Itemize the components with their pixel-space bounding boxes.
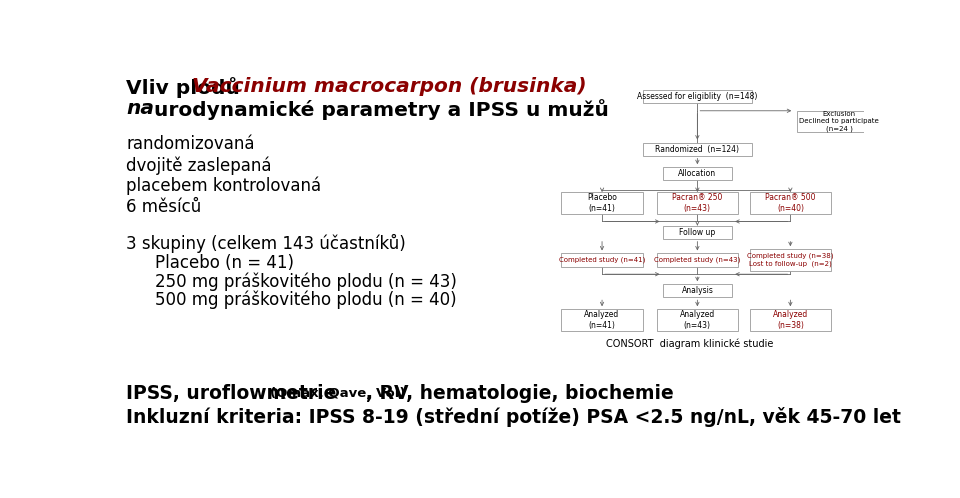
FancyBboxPatch shape: [750, 249, 831, 271]
FancyBboxPatch shape: [797, 111, 882, 132]
Text: Placebo (n = 41): Placebo (n = 41): [155, 254, 294, 272]
Text: Assessed for eligiblity  (n=148): Assessed for eligiblity (n=148): [637, 92, 757, 101]
Text: Completed study (n=38)
Lost to follow-up  (n=2): Completed study (n=38) Lost to follow-up…: [747, 253, 833, 267]
Text: Vliv plodů: Vliv plodů: [126, 78, 247, 99]
FancyBboxPatch shape: [643, 142, 752, 156]
FancyBboxPatch shape: [662, 167, 732, 180]
FancyBboxPatch shape: [750, 192, 831, 214]
Text: 500 mg práškovitého plodu (n = 40): 500 mg práškovitého plodu (n = 40): [155, 291, 457, 309]
FancyBboxPatch shape: [562, 253, 643, 266]
FancyBboxPatch shape: [662, 284, 732, 297]
Text: 6 měsíců: 6 měsíců: [126, 198, 202, 216]
Text: Completed study (n=43): Completed study (n=43): [654, 256, 740, 263]
FancyBboxPatch shape: [657, 309, 738, 331]
Text: Placebo
(n=41): Placebo (n=41): [588, 193, 617, 213]
FancyBboxPatch shape: [562, 192, 643, 214]
FancyBboxPatch shape: [750, 309, 831, 331]
Text: Analysis: Analysis: [682, 286, 713, 295]
Text: Pacran® 500
(n=40): Pacran® 500 (n=40): [765, 193, 816, 213]
Text: Exclusion
Declined to participate
(n=24 ): Exclusion Declined to participate (n=24 …: [800, 111, 879, 131]
Text: na: na: [126, 99, 155, 118]
Text: Analyzed
(n=43): Analyzed (n=43): [680, 310, 715, 330]
Text: Analyzed
(n=38): Analyzed (n=38): [773, 310, 808, 330]
FancyBboxPatch shape: [562, 309, 643, 331]
Text: Follow up: Follow up: [680, 228, 715, 237]
Text: Pacran® 250
(n=43): Pacran® 250 (n=43): [672, 193, 723, 213]
Text: 3 skupiny (celkem 143 účastníků): 3 skupiny (celkem 143 účastníků): [126, 234, 406, 253]
Text: (Qmax, Qave, Vol): (Qmax, Qave, Vol): [270, 387, 405, 400]
Text: 250 mg práškovitého plodu (n = 43): 250 mg práškovitého plodu (n = 43): [155, 272, 457, 291]
Text: CONSORT  diagram klinické studie: CONSORT diagram klinické studie: [606, 339, 774, 349]
Text: Allocation: Allocation: [679, 169, 716, 178]
Text: dvojitě zaslepaná: dvojitě zaslepaná: [126, 156, 272, 174]
FancyBboxPatch shape: [662, 226, 732, 239]
Text: placebem kontrolovaná: placebem kontrolovaná: [126, 177, 322, 195]
FancyBboxPatch shape: [657, 253, 738, 266]
FancyBboxPatch shape: [643, 90, 752, 103]
Text: urodynamické parametry a IPSS u mužů: urodynamické parametry a IPSS u mužů: [147, 99, 609, 120]
Text: , RV, hematologie, biochemie: , RV, hematologie, biochemie: [367, 384, 674, 403]
Text: Completed study (n=41): Completed study (n=41): [559, 256, 645, 263]
Text: Vaccinium macrocarpon (brusinka): Vaccinium macrocarpon (brusinka): [192, 78, 587, 97]
FancyBboxPatch shape: [657, 192, 738, 214]
Text: randomizovaná: randomizovaná: [126, 135, 254, 153]
Text: Inkluzní kriteria: IPSS 8-19 (střední potíže) PSA <2.5 ng/nL, věk 45-70 let: Inkluzní kriteria: IPSS 8-19 (střední po…: [126, 407, 901, 427]
Text: Analyzed
(n=41): Analyzed (n=41): [585, 310, 619, 330]
Text: Randomized  (n=124): Randomized (n=124): [656, 144, 739, 153]
Text: IPSS, uroflowmetrie: IPSS, uroflowmetrie: [126, 384, 343, 403]
